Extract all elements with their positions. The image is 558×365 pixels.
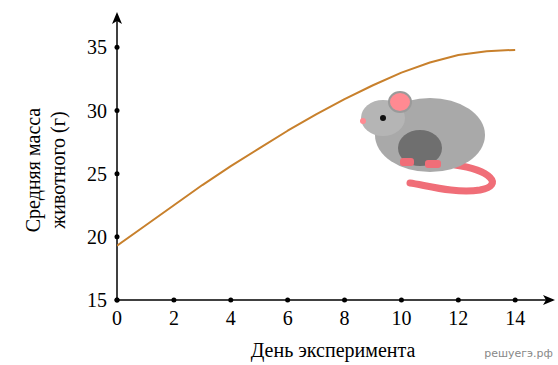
x-tick-label: 12 [448,307,468,329]
y-tick [115,234,120,239]
mouse-icon [360,92,492,191]
x-tick [513,298,518,303]
x-tick [456,298,461,303]
x-tick [228,298,233,303]
x-tick [115,298,120,303]
x-tick-label: 8 [340,307,350,329]
x-tick-label: 4 [226,307,236,329]
mouse-eye [380,115,386,121]
mouse-ear [389,92,411,112]
y-axis [116,14,118,300]
x-tick [342,298,347,303]
x-tick-label: 10 [391,307,411,329]
x-axis [117,299,553,301]
x-tick-label: 0 [112,307,122,329]
watermark: решуегэ.рф [484,347,553,360]
chart: 0 2 4 6 8 10 12 14 15 20 25 30 35 День эксперимента Ср… [0,0,558,365]
mouse-foot [425,160,441,168]
x-tick-label: 6 [283,307,293,329]
y-label: Средняя масса [22,108,45,233]
y-tick [115,171,120,176]
y-label: животного (г) [47,111,70,229]
x-tick [285,298,290,303]
y-tick-label: 30 [87,100,107,122]
y-tick [115,108,120,113]
plot-area [117,50,515,246]
y-tick-label: 20 [87,226,107,248]
x-tick-label: 2 [169,307,179,329]
x-tick [399,298,404,303]
y-arrow [112,12,122,24]
y-tick [115,45,120,50]
mouse-foot [400,158,414,166]
series-line [117,50,515,246]
y-tick [115,298,120,303]
y-tick-label: 35 [87,36,107,58]
y-tick-label: 25 [87,163,107,185]
mouse-nose [360,118,366,124]
x-tick [171,298,176,303]
x-label: День эксперимента [251,339,416,362]
x-arrow [543,295,555,305]
x-tick-label: 14 [505,307,525,329]
y-tick-label: 15 [87,289,107,311]
